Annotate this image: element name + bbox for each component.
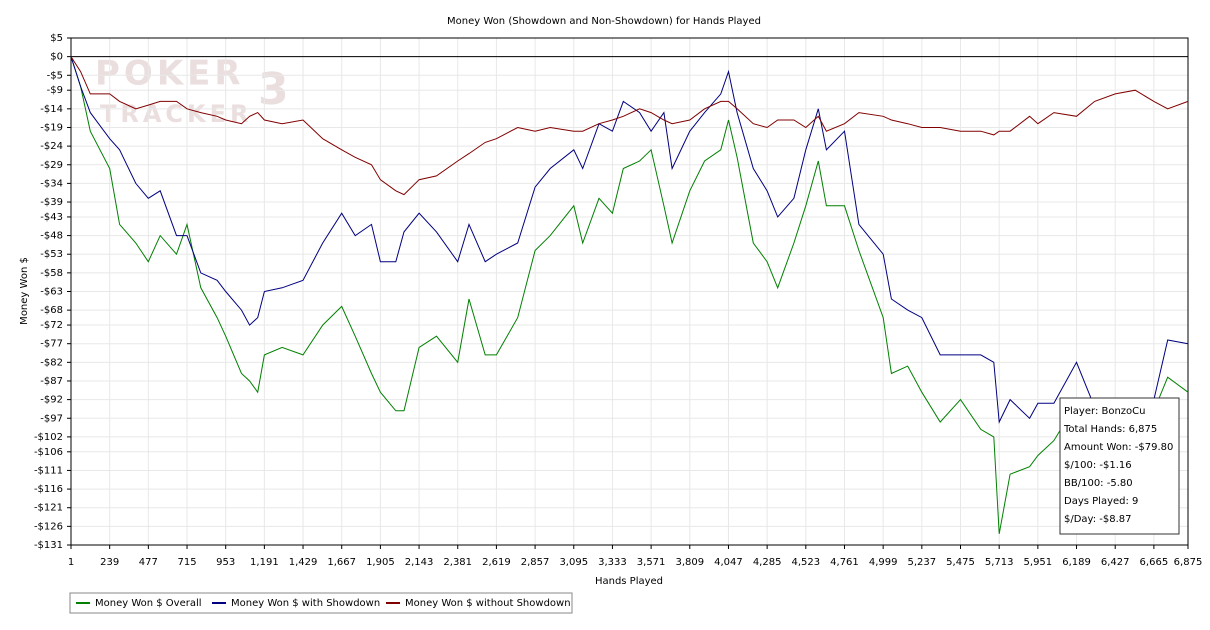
x-tick-label: 4,523 bbox=[791, 557, 820, 568]
legend-label: Money Won $ with Showdown bbox=[231, 598, 380, 609]
tooltip-box bbox=[1059, 397, 1180, 535]
watermark: TRACKER bbox=[100, 100, 253, 128]
x-tick-label: 5,237 bbox=[908, 557, 937, 568]
x-tick-label: 3,571 bbox=[637, 557, 666, 568]
y-tick-label: -$102 bbox=[34, 432, 63, 443]
x-tick-label: 6,875 bbox=[1174, 557, 1203, 568]
x-tick-label: 6,189 bbox=[1062, 557, 1091, 568]
tooltip-line: Total Hands: 6,875 bbox=[1063, 424, 1157, 435]
y-tick-label: -$121 bbox=[34, 503, 63, 514]
x-tick-label: 4,047 bbox=[714, 557, 743, 568]
legend-box bbox=[69, 592, 573, 614]
x-tick-label: 6,427 bbox=[1101, 557, 1130, 568]
x-tick-label: 5,713 bbox=[985, 557, 1014, 568]
series-line bbox=[70, 56, 1189, 534]
watermark: 3 bbox=[258, 64, 293, 115]
y-tick-label: -$39 bbox=[40, 197, 63, 208]
x-tick-label: 4,285 bbox=[753, 557, 782, 568]
tooltip-line: Days Played: 9 bbox=[1064, 496, 1138, 507]
y-tick-label: -$82 bbox=[40, 357, 63, 368]
y-tick-label: -$87 bbox=[40, 376, 63, 387]
y-tick-label: -$68 bbox=[40, 305, 63, 316]
y-tick-label: -$77 bbox=[40, 339, 63, 350]
legend-label: Money Won $ without Showdown bbox=[405, 598, 571, 609]
y-tick-label: -$34 bbox=[40, 178, 63, 189]
x-tick-label: 5,951 bbox=[1024, 557, 1053, 568]
tooltip-line: $/Day: -$8.87 bbox=[1064, 514, 1132, 525]
y-axis-label: Money Won $ bbox=[19, 257, 30, 325]
y-tick-label: -$19 bbox=[40, 122, 63, 133]
y-tick-label: $0 bbox=[50, 52, 63, 63]
x-tick-label: 2,143 bbox=[405, 557, 434, 568]
x-tick-label: 3,333 bbox=[598, 557, 627, 568]
x-tick-label: 1,429 bbox=[289, 557, 318, 568]
chart-title: Money Won (Showdown and Non-Showdown) fo… bbox=[447, 16, 761, 27]
y-tick-label: -$9 bbox=[47, 85, 63, 96]
y-tick-label: $5 bbox=[50, 33, 63, 44]
x-tick-label: 2,619 bbox=[482, 557, 511, 568]
x-tick-label: 1,667 bbox=[327, 557, 356, 568]
y-tick-label: -$43 bbox=[40, 212, 63, 223]
y-tick-label: -$131 bbox=[34, 540, 63, 551]
x-tick-label: 715 bbox=[177, 557, 196, 568]
y-tick-label: -$5 bbox=[47, 70, 63, 81]
x-tick-label: 1,191 bbox=[250, 557, 279, 568]
x-tick-label: 4,999 bbox=[869, 557, 898, 568]
tooltip-line: BB/100: -5.80 bbox=[1064, 478, 1133, 489]
series-line bbox=[70, 56, 1189, 424]
y-tick-label: -$14 bbox=[40, 104, 63, 115]
y-tick-label: -$116 bbox=[34, 484, 63, 495]
tooltip: Player: BonzoCu Total Hands: 6,875 Amount … bbox=[1059, 397, 1180, 535]
y-tick-label: -$126 bbox=[34, 521, 63, 532]
y-tick-label: -$92 bbox=[40, 395, 63, 406]
x-tick-label: 477 bbox=[139, 557, 158, 568]
plot-frame bbox=[70, 37, 1189, 546]
x-tick-label: 1,905 bbox=[366, 557, 395, 568]
watermark: POKER bbox=[95, 54, 245, 94]
x-tick-label: 953 bbox=[216, 557, 235, 568]
y-tick-label: -$58 bbox=[40, 268, 63, 279]
x-tick-label: 3,809 bbox=[675, 557, 704, 568]
legend-label: Money Won $ Overall bbox=[95, 598, 202, 609]
x-tick-label: 6,665 bbox=[1140, 557, 1169, 568]
x-tick-label: 2,381 bbox=[443, 557, 472, 568]
tooltip-line: Player: BonzoCu bbox=[1064, 406, 1146, 417]
tooltip-line: Amount Won: -$79.80 bbox=[1064, 442, 1173, 453]
y-tick-label: -$72 bbox=[40, 320, 63, 331]
y-tick-label: -$97 bbox=[40, 413, 63, 424]
series-line bbox=[70, 56, 1189, 196]
x-tick-label: 239 bbox=[100, 557, 119, 568]
x-tick-label: 3,095 bbox=[559, 557, 588, 568]
y-tick-label: -$111 bbox=[34, 465, 63, 476]
y-tick-label: -$29 bbox=[40, 160, 63, 171]
x-tick-label: 1 bbox=[68, 557, 74, 568]
x-tick-label: 5,475 bbox=[946, 557, 975, 568]
y-tick-label: -$63 bbox=[40, 287, 63, 298]
y-tick-label: -$48 bbox=[40, 231, 63, 242]
y-tick-label: -$24 bbox=[40, 141, 63, 152]
x-tick-label: 2,857 bbox=[521, 557, 550, 568]
x-tick-label: 4,761 bbox=[830, 557, 859, 568]
tooltip-line: $/100: -$1.16 bbox=[1064, 460, 1132, 471]
legend: Money Won $ Overall Money Won $ with Show… bbox=[69, 592, 573, 614]
y-tick-label: -$106 bbox=[34, 447, 63, 458]
x-axis-label: Hands Played bbox=[595, 576, 663, 587]
y-tick-label: -$53 bbox=[40, 249, 63, 260]
